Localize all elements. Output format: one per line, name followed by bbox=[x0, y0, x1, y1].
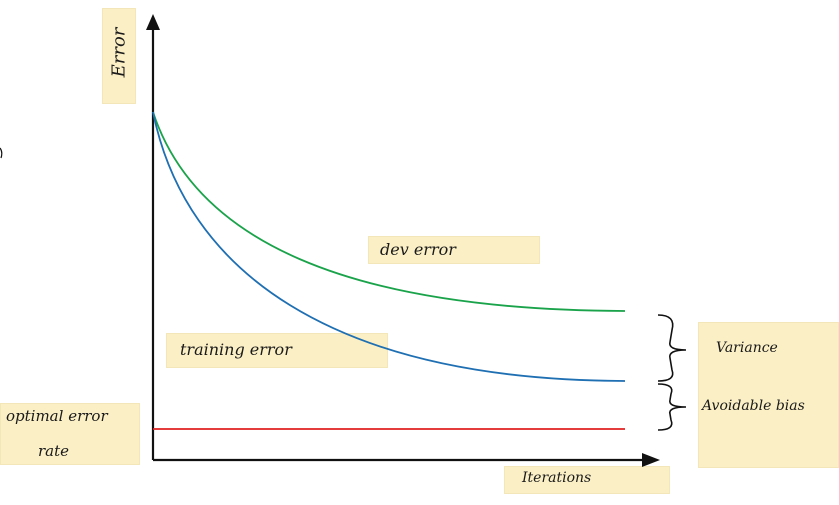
dev-error-label: dev error bbox=[380, 240, 456, 259]
training-error-note bbox=[166, 333, 388, 368]
variance-label: Variance bbox=[716, 340, 778, 356]
avoidable-bias-brace bbox=[657, 383, 687, 431]
dev-error-curve bbox=[152, 111, 626, 312]
y-axis-label: Error bbox=[108, 27, 130, 78]
stray-mark bbox=[0, 147, 3, 159]
variance-bias-note bbox=[698, 322, 839, 468]
y-axis-label-note bbox=[102, 8, 136, 104]
variance-brace bbox=[657, 314, 687, 382]
x-axis-label: Iterations bbox=[522, 470, 592, 486]
x-axis-label-note bbox=[504, 466, 670, 494]
training-error-curve bbox=[152, 111, 626, 382]
training-error-label: training error bbox=[180, 340, 292, 359]
optimal-error-note bbox=[0, 403, 140, 465]
avoidable-bias-label: Avoidable bias bbox=[702, 398, 805, 414]
dev-error-note bbox=[368, 236, 540, 264]
y-axis-arrowhead bbox=[146, 14, 160, 30]
x-axis-arrowhead bbox=[642, 453, 660, 467]
optimal-error-label-line1: optimal error bbox=[6, 407, 108, 425]
optimal-error-label-line2: rate bbox=[38, 442, 70, 460]
